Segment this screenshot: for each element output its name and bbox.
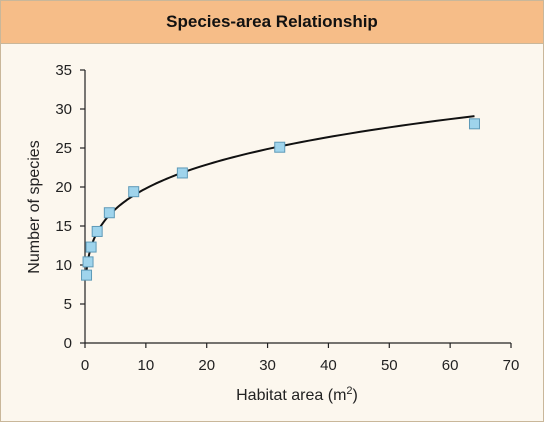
- chart-title: Species-area Relationship: [166, 12, 378, 31]
- x-axis-title: Habitat area (m2): [236, 385, 358, 404]
- data-point: [85, 241, 97, 253]
- data-point: [274, 141, 286, 153]
- y-tick-label: 25: [55, 140, 72, 157]
- y-axis-title: Number of species: [26, 140, 43, 273]
- y-tick-label: 0: [64, 335, 72, 352]
- y-axis-ticks: 0 5 10 15 20 25 30 35: [55, 62, 85, 352]
- data-point: [103, 207, 115, 219]
- trend-curve-group: [85, 115, 475, 272]
- x-tick-label: 50: [381, 357, 398, 374]
- x-tick-label: 70: [503, 357, 520, 374]
- y-tick-label: 5: [64, 296, 72, 313]
- data-point: [128, 186, 140, 198]
- title-bar: Species-area Relationship: [1, 1, 543, 44]
- x-tick-label: 0: [81, 357, 89, 374]
- x-tick-label: 10: [138, 357, 155, 374]
- x-tick-label: 40: [320, 357, 337, 374]
- data-point: [82, 256, 94, 268]
- data-point: [81, 269, 93, 281]
- x-tick-label: 60: [442, 357, 459, 374]
- data-point: [468, 118, 480, 130]
- data-points: [81, 118, 480, 281]
- x-axis-ticks: 0 10 20 30 40 50 60 70: [81, 343, 520, 374]
- y-tick-label: 35: [55, 62, 72, 79]
- y-tick-label: 10: [55, 257, 72, 274]
- y-tick-label: 15: [55, 218, 72, 235]
- y-tick-label: 30: [55, 101, 72, 118]
- trend-curve: [85, 115, 475, 272]
- y-tick-label: 20: [55, 179, 72, 196]
- data-point: [91, 225, 103, 237]
- x-axis-unit-base: m: [333, 387, 346, 404]
- axes: [84, 70, 511, 344]
- x-axis-unit-exponent: 2: [346, 385, 352, 397]
- x-tick-label: 30: [259, 357, 276, 374]
- data-point: [176, 167, 188, 179]
- x-tick-label: 20: [198, 357, 215, 374]
- x-axis-title-text: Habitat area: [236, 387, 323, 404]
